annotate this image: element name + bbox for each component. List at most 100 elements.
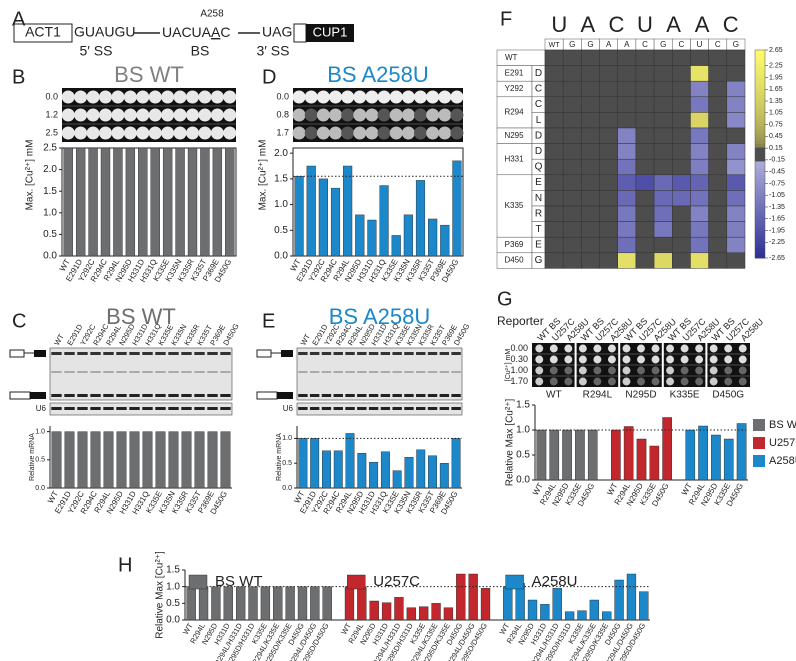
colony [173,108,187,122]
gel-title: BS A258U [329,304,431,329]
colony [651,355,660,364]
bar [602,611,612,621]
heat-cell [708,112,728,129]
gel-band [380,352,391,355]
heat-cell [544,143,564,160]
legend-label: A258U [532,573,578,590]
bar [503,586,513,621]
heat-cell [544,112,564,129]
gel-band [194,352,205,355]
heat-cell [617,221,637,238]
heat-cell [690,96,709,113]
colony [389,90,403,104]
y-tick-label: 0.0 [43,251,57,262]
colorbar-step [755,112,765,117]
row-label: E [535,240,542,251]
gel-band [439,352,450,355]
legend-swatch [753,455,765,467]
bar [355,214,365,257]
gel-band [220,407,231,410]
heat-cell [653,65,673,82]
gel-band [345,371,355,373]
colorbar-step [755,70,765,75]
y-axis-label: Max. [Cu²⁺] mM [258,140,269,211]
y-tick-label: 0.5 [516,450,530,461]
gel-band [155,371,166,373]
colorbar-step [755,199,765,204]
colorbar-step [755,233,765,238]
heat-cell [726,80,746,98]
heat-cell [653,96,673,113]
gel-band [220,394,231,397]
gel-band [77,371,88,373]
colony [86,126,100,140]
colony [161,126,175,140]
heat-cell [726,174,746,191]
heat-cell [581,221,600,238]
gel-band [207,394,218,397]
heat-cell [544,96,564,113]
colorbar-step [755,53,765,58]
colony [99,126,112,140]
chart-title: BS A258U [327,62,429,87]
colony [186,108,199,122]
colony [223,108,237,122]
colorbar-step [755,167,765,172]
colony [341,126,355,140]
heat-cell [690,65,709,82]
colony [426,108,440,122]
sequence-letter: C [723,12,739,37]
gel-band [103,371,114,373]
colorbar-step [755,136,765,141]
heat-cell [599,221,618,238]
heat-cell [635,112,655,129]
bar [575,429,585,481]
colorbar-step [755,219,765,224]
gel-band [357,352,367,355]
bar [212,147,223,257]
gel-band [129,394,140,397]
bar [225,147,235,257]
gel-band [298,371,308,373]
gel-band [103,407,114,410]
heat-cell [635,127,655,144]
heat-cell [672,252,691,269]
gel-band [77,352,88,355]
colorbar-step [755,185,765,190]
bar [527,599,538,621]
heat-cell [599,49,618,66]
colorbar-step [755,157,765,162]
bar [344,586,355,621]
colony [414,126,427,140]
heat-cell [562,80,582,98]
bar [406,607,416,621]
colorbar-step [755,88,765,93]
colony [111,126,125,140]
y-axis-label: Max. [Cu²⁺] mM [25,140,36,211]
colorbar-step [755,63,765,68]
heat-cell [581,112,600,129]
y-tick-label: 0.5 [43,229,57,240]
heat-cell [599,80,618,98]
bar [428,218,438,257]
colony [564,377,573,386]
heat-cell [672,158,691,176]
gel-band [427,407,438,410]
colony [651,344,660,353]
colony [695,377,704,386]
row-label: D [535,146,542,157]
gel-band [103,352,114,355]
gel-band [155,407,166,410]
colony [578,377,587,386]
bar [443,607,454,621]
row-group-label: H331 [504,154,524,163]
gel-band [142,371,153,373]
colorbar-step [755,98,765,103]
panel-letter: B [12,66,25,88]
colony [666,344,675,353]
colorbar-step [755,209,765,214]
gel-band [416,394,426,397]
colorbar-step [755,56,765,61]
colony [74,126,88,140]
heat-cell [544,190,564,207]
